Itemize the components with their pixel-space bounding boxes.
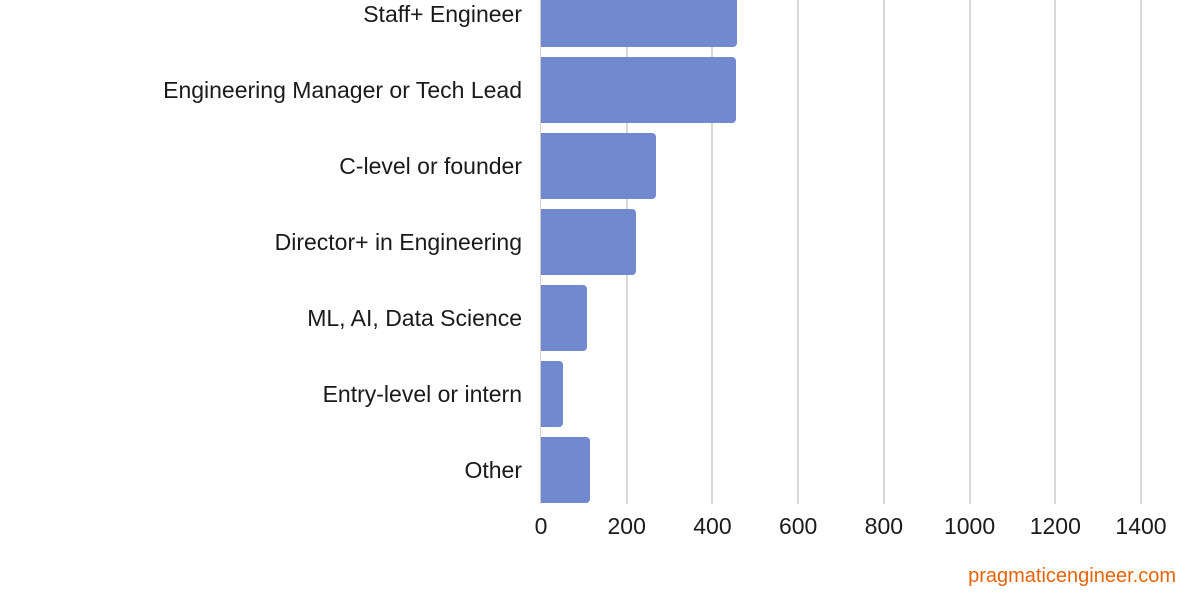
- bar: [541, 285, 587, 351]
- watermark: pragmaticengineer.com: [968, 565, 1176, 587]
- gridline: [797, 0, 800, 504]
- x-tick-label: 1200: [1029, 513, 1081, 539]
- bar: [541, 361, 563, 427]
- gridline: [968, 0, 971, 504]
- x-tick-label: 600: [778, 513, 818, 539]
- category-label: Entry-level or intern: [322, 381, 522, 407]
- category-label: ML, AI, Data Science: [307, 305, 522, 331]
- gridline: [882, 0, 885, 504]
- category-label: Director+ in Engineering: [274, 229, 522, 255]
- gridline: [711, 0, 714, 504]
- y-axis-line: [540, 0, 541, 504]
- bar: [541, 57, 736, 123]
- category-label: Staff+ Engineer: [363, 1, 522, 27]
- x-tick-label: 1400: [1115, 513, 1167, 539]
- gridline: [1054, 0, 1057, 504]
- category-label: C-level or founder: [339, 153, 522, 179]
- gridline: [1140, 0, 1142, 504]
- x-tick-label: 0: [534, 513, 548, 539]
- x-tick-label: 800: [864, 513, 904, 539]
- category-label: Engineering Manager or Tech Lead: [163, 77, 522, 103]
- bar: [541, 209, 636, 275]
- x-tick-label: 1000: [943, 513, 996, 539]
- category-label: Other: [464, 457, 522, 483]
- x-tick-label: 200: [607, 513, 646, 539]
- bar: [541, 437, 590, 503]
- x-tick-label: 400: [693, 513, 732, 539]
- bar: [541, 0, 737, 47]
- bar: [541, 133, 656, 199]
